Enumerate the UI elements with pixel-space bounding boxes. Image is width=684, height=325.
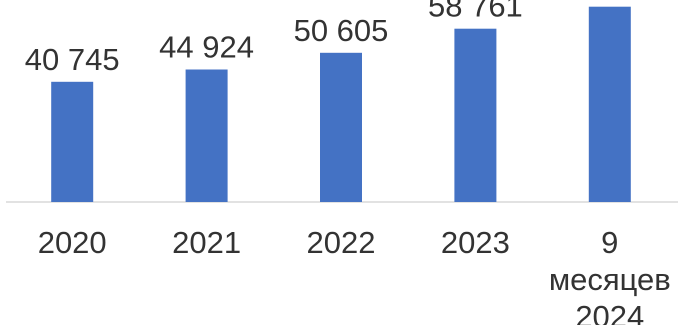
x-tick-label-3: 2023 bbox=[441, 225, 510, 260]
x-tick-label-1-line-0: 2021 bbox=[172, 225, 241, 260]
x-tick-label-0: 2020 bbox=[38, 225, 107, 260]
x-tick-label-2-line-0: 2022 bbox=[307, 225, 376, 260]
value-label-3: 58 761 bbox=[428, 0, 523, 24]
value-label-1: 44 924 bbox=[159, 30, 254, 65]
x-tick-label-3-line-0: 2023 bbox=[441, 225, 510, 260]
bar-4 bbox=[588, 6, 631, 203]
bar-0 bbox=[51, 81, 94, 202]
value-label-2: 50 605 bbox=[294, 13, 389, 48]
bar-3 bbox=[454, 28, 497, 203]
x-tick-label-4: 9 месяцев 2024 bbox=[549, 225, 671, 325]
value-labels-group: 40 745 44 924 50 605 58 761 66 209 bbox=[25, 0, 657, 77]
x-tick-label-0-line-0: 2020 bbox=[38, 225, 107, 260]
value-label-4: 66 209 bbox=[562, 0, 657, 2]
value-label-0: 40 745 bbox=[25, 42, 120, 77]
bar-1 bbox=[185, 69, 228, 202]
x-tick-label-2: 2022 bbox=[307, 225, 376, 260]
bar-2 bbox=[320, 52, 362, 202]
x-tick-label-4-line-2: 2024 bbox=[575, 299, 644, 325]
bars-group bbox=[51, 6, 631, 203]
x-tick-label-4-line-1: месяцев bbox=[549, 262, 671, 297]
x-tick-labels-group: 2020 2021 2022 2023 9 месяцев 2024 bbox=[38, 225, 671, 325]
x-tick-label-4-line-0: 9 bbox=[601, 225, 618, 260]
x-tick-label-1: 2021 bbox=[172, 225, 241, 260]
